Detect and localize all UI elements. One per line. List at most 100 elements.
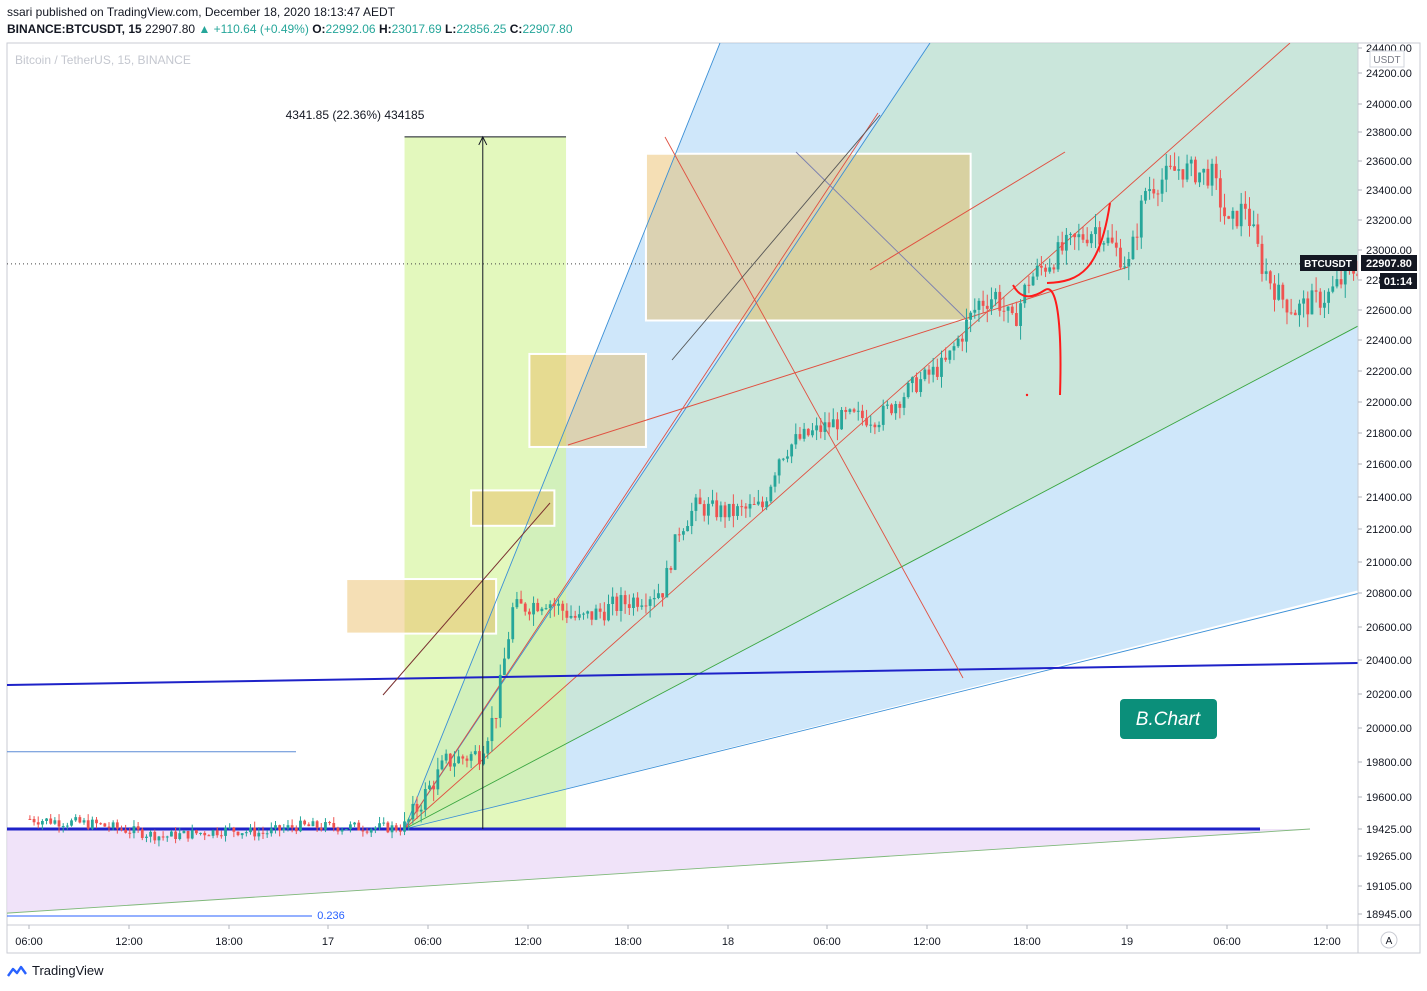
candle-body xyxy=(511,607,515,640)
candle-body xyxy=(906,383,910,398)
candle-body xyxy=(373,827,377,830)
candle xyxy=(719,501,723,522)
candle xyxy=(436,757,440,795)
price-tick-label: 23800.00 xyxy=(1366,127,1412,139)
candle xyxy=(294,825,298,835)
candle-body xyxy=(619,595,623,611)
candle xyxy=(706,497,710,525)
candles xyxy=(28,152,1358,847)
candle-body xyxy=(1127,259,1131,267)
candle xyxy=(715,492,719,521)
open-value: 22992.06 xyxy=(325,22,376,36)
candle xyxy=(1019,299,1022,340)
candle xyxy=(1260,235,1264,282)
candle-body xyxy=(1010,306,1014,314)
tradingview-footer[interactable]: TradingView xyxy=(7,963,104,978)
candle xyxy=(586,610,590,619)
candle xyxy=(881,399,885,431)
candle xyxy=(1160,168,1164,202)
candle-body xyxy=(1048,267,1052,272)
candle xyxy=(644,593,648,614)
fan-line-3 xyxy=(404,43,1291,830)
price-tick-label: 19105.00 xyxy=(1366,881,1412,893)
candle-body xyxy=(711,500,714,504)
candle-body xyxy=(1281,284,1285,300)
candle xyxy=(419,804,423,823)
candle-body xyxy=(353,822,356,825)
candle-body xyxy=(1260,243,1264,274)
candle-body xyxy=(898,403,902,408)
trend-up-gray xyxy=(671,114,881,361)
candle-body xyxy=(890,404,893,414)
candle xyxy=(532,596,535,626)
candle-body xyxy=(70,820,73,826)
candle xyxy=(902,392,906,416)
candle-body xyxy=(1131,236,1135,260)
time-axis[interactable]: 06:00 12:00 18:00 17 06:00 12:00 18:00 18 06:00 1… xyxy=(15,925,1341,948)
candle-body xyxy=(1314,290,1318,292)
candle xyxy=(756,489,760,506)
candle xyxy=(865,409,868,428)
candle xyxy=(711,489,714,507)
time-tick-label: 18:00 xyxy=(614,936,642,948)
candle-body xyxy=(769,486,773,502)
candle-body xyxy=(482,753,486,765)
candle-body xyxy=(1156,193,1160,195)
candle-body xyxy=(99,823,103,825)
candle-body xyxy=(1223,207,1226,217)
candle xyxy=(1323,290,1326,319)
candle-body xyxy=(1019,303,1022,326)
candle xyxy=(498,664,502,728)
candle-body xyxy=(120,828,123,830)
candle-body xyxy=(494,717,498,719)
candle-body xyxy=(702,504,706,516)
candle-body xyxy=(186,830,190,839)
price-tick-label: 23400.00 xyxy=(1366,185,1412,197)
candle-body xyxy=(340,829,344,832)
candle xyxy=(952,342,956,361)
symbol-label[interactable]: BINANCE:BTCUSDT, 15 xyxy=(7,22,142,36)
candle-body xyxy=(45,818,48,821)
candle xyxy=(769,484,773,503)
candle xyxy=(528,608,531,621)
candle xyxy=(369,827,373,838)
candle xyxy=(827,412,831,436)
candle xyxy=(731,494,735,528)
candle xyxy=(423,782,427,817)
candle xyxy=(690,502,694,535)
candle xyxy=(994,288,997,306)
price-axis[interactable]: 24400.0024200.0024000.0023800.0023600.00… xyxy=(1358,43,1412,921)
candle xyxy=(432,780,436,802)
candle-body xyxy=(1235,210,1239,227)
fan-line-0 xyxy=(404,43,721,830)
candle xyxy=(977,298,981,322)
candle xyxy=(478,745,481,771)
price-tag-value: 22907.80 xyxy=(1366,258,1412,270)
candle xyxy=(1039,256,1043,276)
tradingview-brand: TradingView xyxy=(32,963,104,978)
fan-line-1 xyxy=(404,43,931,830)
candle xyxy=(453,751,456,777)
candle-body xyxy=(985,305,989,309)
candle xyxy=(1010,304,1014,315)
candle xyxy=(236,831,240,837)
candle xyxy=(669,565,673,574)
candle xyxy=(981,290,985,314)
candle xyxy=(723,501,727,528)
price-chart[interactable]: 24400.0024200.0024000.0023800.0023600.00… xyxy=(0,0,1427,960)
candle-body xyxy=(1310,290,1314,315)
auto-scale-button[interactable]: A xyxy=(1380,931,1398,949)
candle xyxy=(224,825,227,842)
candle-body xyxy=(1339,279,1343,285)
candle xyxy=(1077,223,1081,251)
candle xyxy=(1264,258,1268,281)
candle xyxy=(906,380,910,399)
candle-body xyxy=(303,820,307,825)
candle xyxy=(1139,195,1143,249)
candle xyxy=(1177,156,1181,180)
candle-body xyxy=(149,831,153,837)
candle-body xyxy=(931,366,935,375)
candle xyxy=(232,826,236,838)
plot-area[interactable] xyxy=(7,43,1427,917)
candle-body xyxy=(894,403,898,414)
